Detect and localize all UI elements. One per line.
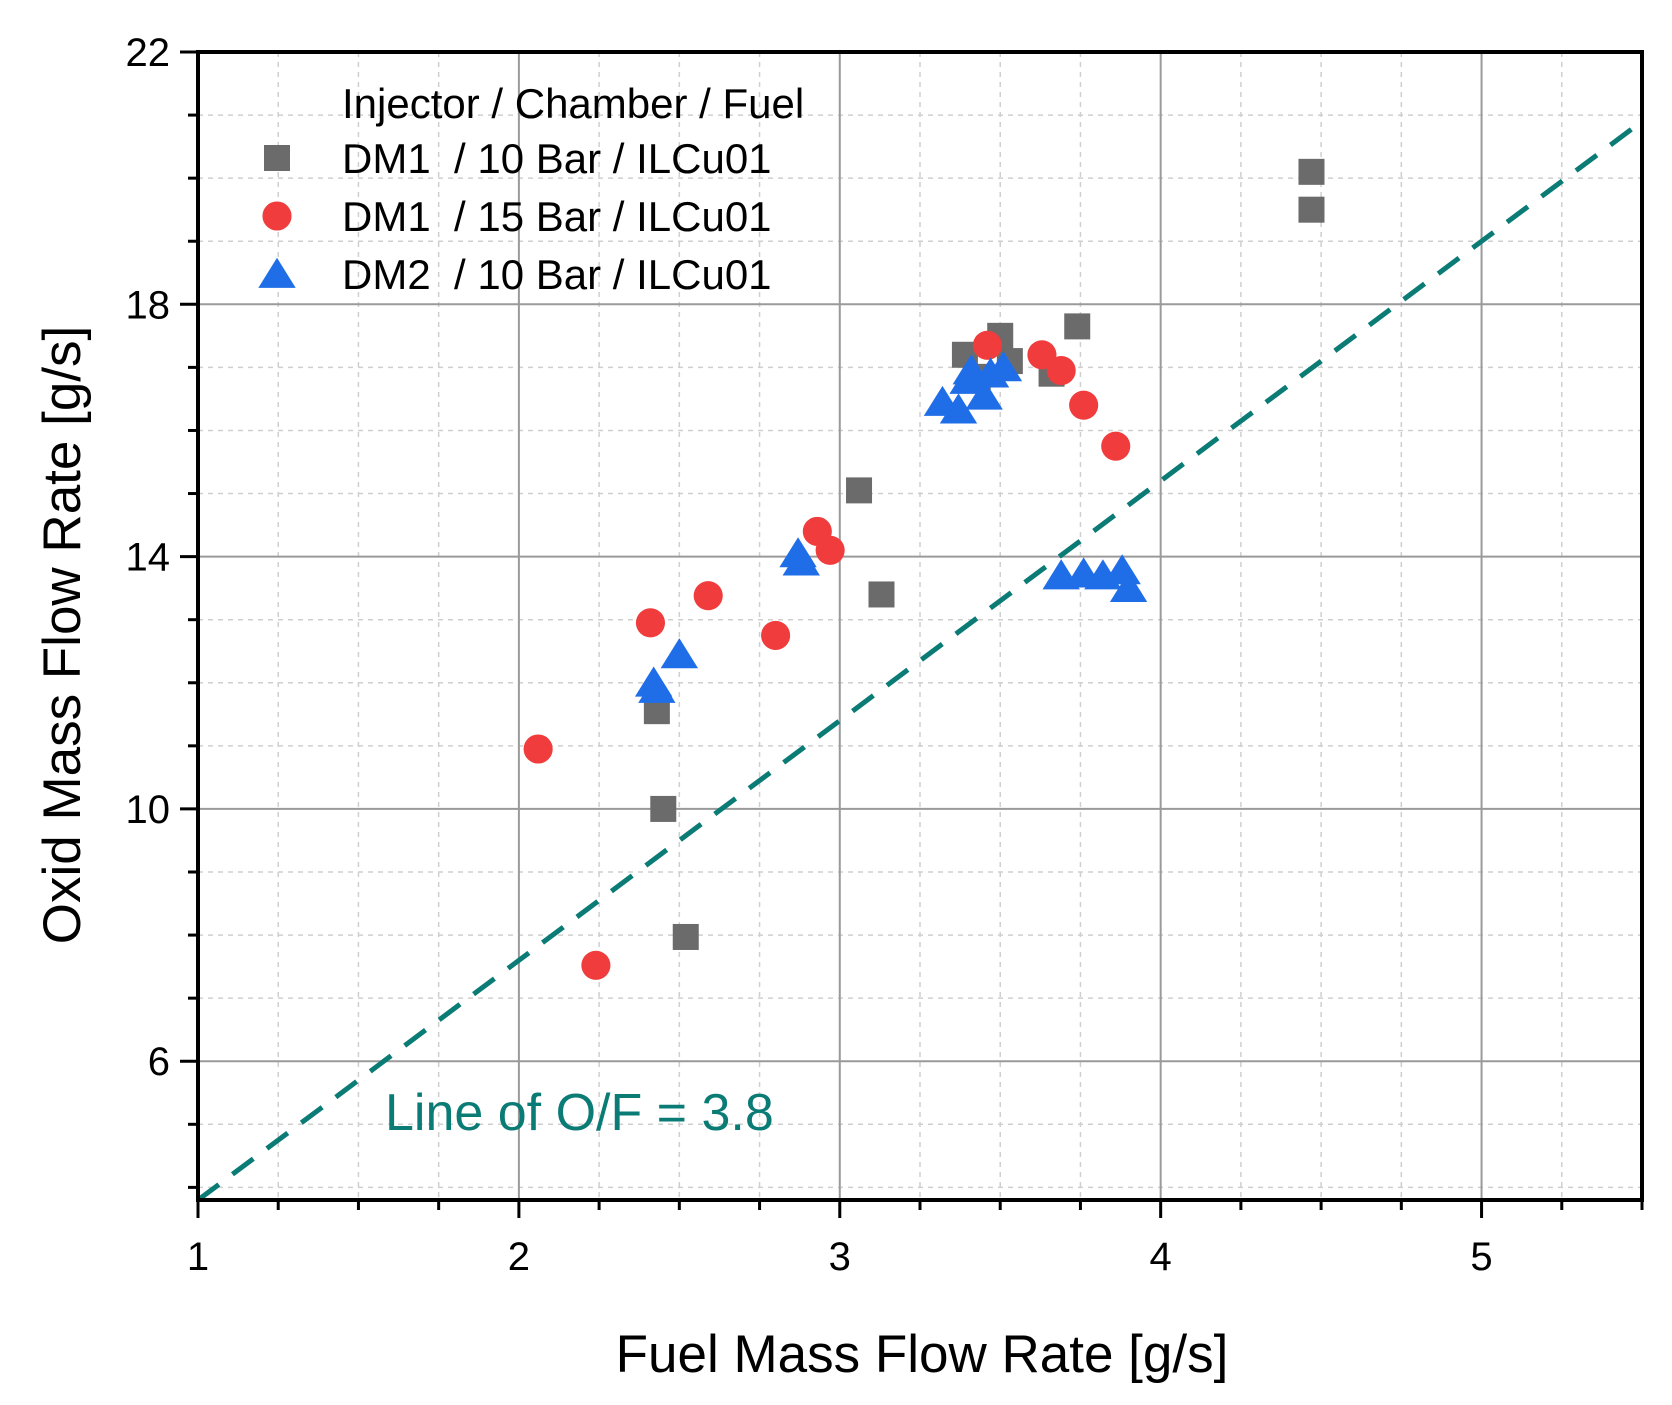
data-point-square	[868, 581, 895, 608]
data-point-circle	[1101, 431, 1131, 461]
data-point-circle	[815, 535, 845, 565]
data-point-square	[1064, 313, 1091, 340]
series-circle	[523, 330, 1131, 980]
y-tick-label: 6	[148, 1040, 170, 1084]
data-point-triangle	[965, 379, 1003, 410]
y-tick-label: 14	[126, 536, 171, 580]
legend-label: DM1 / 15 Bar / ILCu01	[342, 193, 772, 240]
y-tick-label: 18	[126, 283, 171, 327]
legend-items: DM1 / 10 Bar / ILCu01 DM1 / 15 Bar / ILCu…	[258, 135, 772, 298]
axes-layer: 1 2 3 4 5 6 10 14 18 22	[126, 31, 1644, 1279]
data-point-triangle	[1109, 571, 1148, 602]
x-axis-label: Fuel Mass Flow Rate [g/s]	[616, 1325, 1229, 1384]
data-point-circle	[693, 581, 723, 611]
data-point-circle	[581, 950, 611, 980]
legend: Injector / Chamber / Fuel DM1 / 10 Bar /…	[258, 80, 804, 298]
reference-line-label: Line of O/F = 3.8	[385, 1084, 774, 1142]
data-point-circle	[1069, 390, 1099, 420]
data-point-circle	[761, 620, 791, 651]
x-tick-label: 3	[829, 1235, 851, 1279]
data-point-circle	[1027, 340, 1057, 370]
legend-marker-triangle	[258, 257, 296, 288]
data-point-circle	[972, 330, 1002, 360]
y-tick-label: 10	[126, 788, 171, 832]
series-triangle	[634, 351, 1148, 703]
y-tick-label: 22	[126, 31, 171, 75]
data-point-triangle	[782, 545, 820, 576]
x-tick-label: 5	[1470, 1235, 1492, 1279]
data-point-triangle	[660, 638, 699, 669]
data-point-triangle	[984, 351, 1023, 382]
data-point-square	[1298, 196, 1325, 223]
x-tick-label: 4	[1150, 1235, 1172, 1279]
data-point-square	[650, 795, 677, 822]
data-point-triangle	[939, 393, 978, 424]
y-axis-label: Oxid Mass Flow Rate [g/s]	[33, 326, 92, 945]
legend-title: Injector / Chamber / Fuel	[342, 80, 804, 127]
data-point-circle	[1046, 355, 1076, 386]
data-point-circle	[635, 608, 666, 638]
x-tick-label: 2	[508, 1235, 530, 1279]
data-point-square	[1298, 158, 1325, 185]
legend-label: DM1 / 10 Bar / ILCu01	[342, 135, 772, 182]
data-point-square	[672, 923, 699, 950]
data-point-square	[846, 477, 873, 504]
x-tick-label: 1	[187, 1235, 209, 1279]
legend-marker-circle	[262, 201, 292, 231]
data-point-triangle	[638, 672, 676, 703]
legend-marker-square	[264, 145, 290, 171]
legend-label: DM2 / 10 Bar / ILCu01	[342, 251, 772, 298]
data-points-layer	[523, 158, 1325, 980]
data-point-circle	[523, 734, 553, 764]
